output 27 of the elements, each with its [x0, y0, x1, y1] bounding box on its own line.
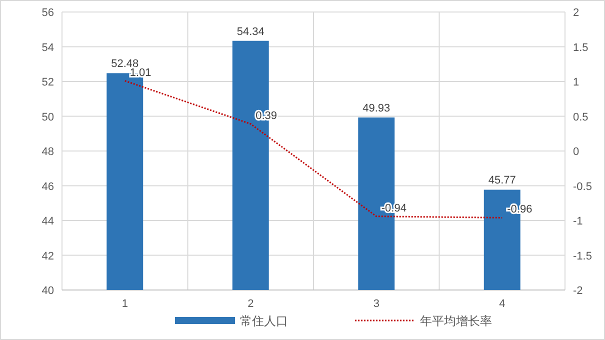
x-tick-label: 3	[373, 298, 380, 310]
y-tick-label: 54	[42, 42, 54, 54]
y-tick-label: 42	[42, 250, 54, 262]
y-tick-label: 46	[42, 180, 54, 193]
data-label: 54.34	[236, 26, 264, 38]
y2-tick-label: -1.5	[573, 250, 592, 262]
data-label: 45.77	[488, 174, 516, 187]
y2-tick-label: 1.5	[573, 42, 588, 54]
y2-tick-label: -0.5	[573, 180, 592, 193]
y-tick-label: 48	[42, 146, 54, 158]
y2-tick-label: -1	[573, 216, 583, 228]
y2-tick-label: 2	[573, 7, 580, 19]
legend-label: 常住人口	[240, 314, 288, 328]
y2-tick-label: 1	[573, 76, 580, 88]
x-tick-label: 2	[248, 298, 254, 310]
y-tick-label: 56	[42, 7, 54, 19]
x-tick-label: 4	[499, 298, 506, 310]
data-label: 49.93	[362, 102, 390, 114]
y-tick-label: 52	[42, 76, 54, 88]
y2-tick-label: 0	[573, 146, 580, 158]
y2-tick-label: 0.5	[573, 111, 588, 124]
y2-tick-label: -2	[573, 285, 583, 297]
y-tick-label: 40	[42, 285, 54, 297]
x-tick-label: 1	[122, 298, 128, 310]
y-tick-label: 50	[42, 111, 54, 124]
y-tick-label: 44	[42, 216, 54, 228]
legend-label: 年平均增长率	[420, 314, 492, 328]
